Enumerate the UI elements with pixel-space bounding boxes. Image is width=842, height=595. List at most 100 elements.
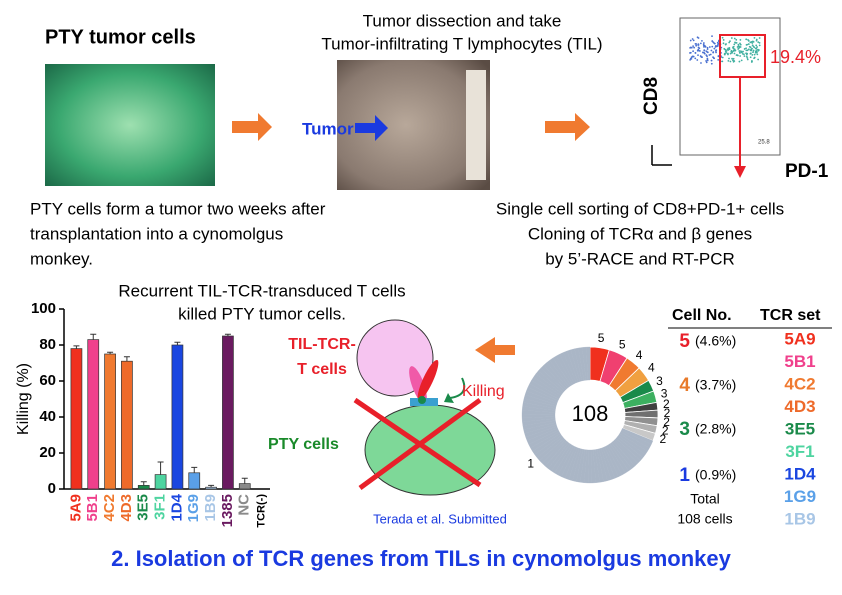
y-axis-label: Killing (%) [15, 363, 32, 435]
y-tick-label: 60 [39, 372, 56, 389]
flow-dot [756, 53, 759, 56]
y-tick-label: 20 [39, 444, 56, 461]
ruler [466, 70, 486, 180]
flow-dot [742, 50, 744, 53]
flow-dot [751, 42, 754, 44]
x-tick-label: 1G9 [185, 494, 202, 522]
table-header: TCR set [760, 307, 821, 324]
flow-dot [689, 51, 692, 54]
tcr-set: 5B1 [784, 352, 815, 371]
flow-dot [711, 35, 713, 38]
quadrant-value: 25.8 [758, 140, 770, 146]
flow-dot [694, 57, 697, 60]
flow-dot [732, 60, 735, 63]
tcr [417, 359, 439, 401]
flow-dot [689, 39, 692, 42]
flow-dot [706, 46, 709, 49]
arrow [355, 115, 388, 141]
flow-dot [713, 42, 716, 45]
slice-label: 1 [527, 456, 534, 470]
error-bar [123, 356, 130, 362]
flow-dot [703, 49, 706, 52]
flow-dot [751, 40, 754, 43]
tumor-label: Tumor [302, 119, 354, 138]
total: 108 cells [677, 511, 732, 527]
gate-arrow-head [734, 166, 746, 178]
bar [104, 353, 116, 490]
cell-percent: (2.8%) [695, 421, 736, 437]
flow-dot [732, 59, 734, 62]
flow-dot [727, 52, 729, 55]
flow-dot [751, 44, 754, 47]
error-bar [140, 481, 147, 486]
flow-dot [739, 39, 742, 41]
flow-dot [754, 47, 757, 50]
flow-dot [746, 58, 749, 61]
flow-dot [747, 48, 750, 51]
caption: by 5’-RACE and RT-PCR [545, 249, 735, 268]
bar [188, 472, 201, 490]
panel-heading: Tumor dissection and take [363, 11, 562, 30]
flow-dot [753, 53, 756, 56]
cell-percent: (4.6%) [695, 333, 736, 349]
flow-dot [737, 47, 740, 50]
flow-dot [733, 52, 736, 55]
flow-dot [732, 57, 735, 60]
axis-hint [651, 145, 672, 166]
flow-dot [751, 54, 754, 56]
flow-dot [754, 51, 757, 54]
flow-dot [692, 39, 695, 42]
x-tick-label: NC [236, 494, 253, 516]
flow-dot [758, 49, 760, 51]
flow-dot [745, 55, 748, 58]
flow-dot [700, 62, 702, 64]
slide-title: 2. Isolation of TCR genes from TILs in c… [111, 546, 732, 571]
flow-dot [752, 49, 755, 52]
flow-dot [722, 39, 725, 41]
flow-dot [736, 46, 739, 48]
flow-dot [750, 49, 753, 52]
x-tick-label: 1B9 [202, 494, 219, 522]
flow-dot [722, 42, 725, 45]
flow-dot [733, 37, 736, 40]
caption: PTY cells form a tumor two weeks after [30, 199, 326, 218]
flow-dot [710, 59, 713, 62]
chart-title: killed PTY tumor cells. [178, 304, 346, 323]
flow-dot [705, 60, 708, 62]
flow-dot [691, 38, 694, 40]
antigen [418, 396, 426, 404]
x-tick-label: 5A9 [67, 494, 84, 522]
flow-dot [701, 40, 703, 42]
flow-dot [758, 41, 761, 44]
flow-dot [706, 51, 709, 54]
flow-dot [715, 51, 717, 54]
flow-dot [749, 56, 752, 59]
slice-label: 5 [619, 337, 626, 351]
flow-dot [745, 52, 748, 55]
slice-label: 4 [648, 361, 655, 375]
flow-dot [697, 54, 699, 57]
flow-dot [745, 44, 748, 46]
bar [137, 485, 150, 490]
flow-dot [708, 54, 711, 56]
cell-count: 3 [679, 419, 690, 440]
gate [719, 34, 766, 78]
slice-label: 2 [662, 424, 669, 438]
x-tick-label: 3F1 [152, 494, 169, 520]
caption: Single cell sorting of CD8+PD-1+ cells [496, 199, 784, 218]
flow-dot [755, 49, 758, 52]
flow-dot [702, 42, 705, 44]
flow-dot [714, 50, 717, 52]
arrow [475, 337, 515, 363]
total: Total [690, 491, 720, 507]
flow-dot [693, 46, 696, 49]
flow-dot [717, 58, 720, 61]
flow-dot [753, 36, 756, 39]
error-bar [208, 484, 215, 488]
flow-dot [757, 41, 760, 44]
flow-dot [735, 38, 738, 41]
flow-dot [739, 55, 742, 57]
x-tick-label: 1D4 [168, 493, 185, 521]
flow-dot [745, 47, 747, 50]
flow-dot [739, 43, 742, 46]
